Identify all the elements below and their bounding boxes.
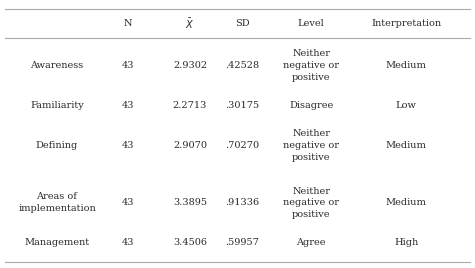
Text: Agree: Agree: [296, 238, 326, 247]
Text: SD: SD: [235, 19, 249, 28]
Text: 2.9070: 2.9070: [173, 141, 207, 150]
Text: 2.9302: 2.9302: [173, 61, 207, 70]
Text: .42528: .42528: [225, 61, 259, 70]
Text: Familiarity: Familiarity: [30, 101, 84, 110]
Text: High: High: [394, 238, 418, 247]
Text: Neither
negative or
positive: Neither negative or positive: [283, 49, 339, 82]
Text: .30175: .30175: [225, 101, 259, 110]
Text: Defining: Defining: [36, 141, 78, 150]
Text: .59957: .59957: [225, 238, 259, 247]
Text: Areas of
implementation: Areas of implementation: [18, 192, 96, 213]
Text: Medium: Medium: [386, 198, 427, 207]
Text: 3.3895: 3.3895: [173, 198, 207, 207]
Text: Medium: Medium: [386, 141, 427, 150]
Text: Management: Management: [24, 238, 90, 247]
Text: 43: 43: [122, 61, 134, 70]
Text: N: N: [124, 19, 133, 28]
Text: Neither
negative or
positive: Neither negative or positive: [283, 187, 339, 219]
Text: 43: 43: [122, 101, 134, 110]
Text: $\bar{X}$: $\bar{X}$: [185, 17, 195, 31]
Text: 43: 43: [122, 198, 134, 207]
Text: Awareness: Awareness: [30, 61, 84, 70]
Text: Neither
negative or
positive: Neither negative or positive: [283, 129, 339, 162]
Text: .70270: .70270: [225, 141, 259, 150]
Text: Medium: Medium: [386, 61, 427, 70]
Text: 43: 43: [122, 238, 134, 247]
Text: 43: 43: [122, 141, 134, 150]
Text: 2.2713: 2.2713: [173, 101, 207, 110]
Text: Interpretation: Interpretation: [371, 19, 441, 28]
Text: Low: Low: [396, 101, 417, 110]
Text: Disagree: Disagree: [289, 101, 333, 110]
Text: Level: Level: [298, 19, 324, 28]
Text: .91336: .91336: [225, 198, 259, 207]
Text: 3.4506: 3.4506: [173, 238, 207, 247]
